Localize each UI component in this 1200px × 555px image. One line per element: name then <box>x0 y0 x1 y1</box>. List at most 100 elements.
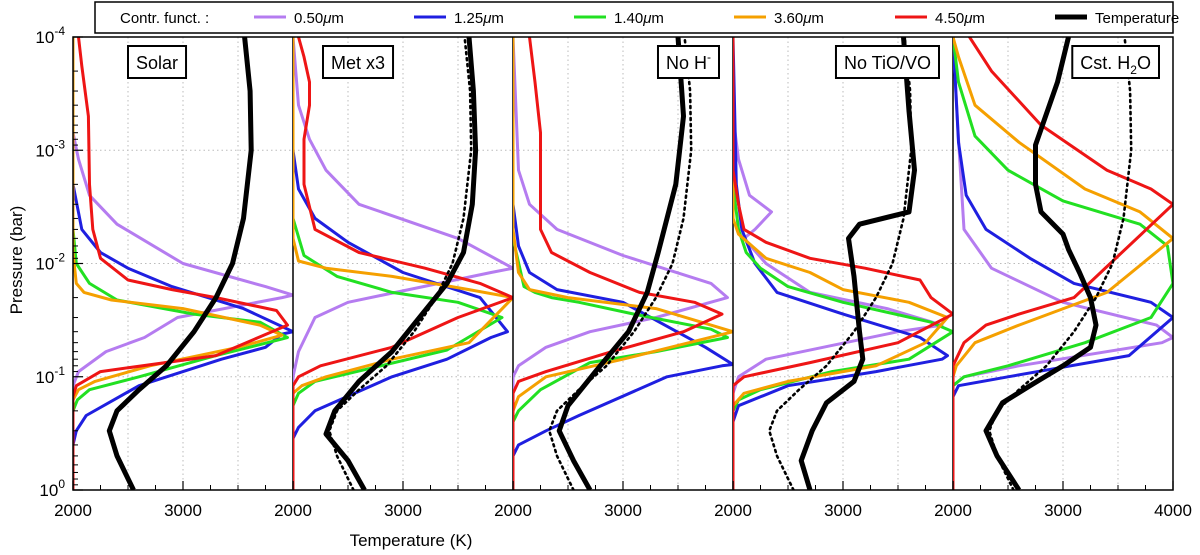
legend-label-value: 1.25 <box>454 10 483 27</box>
panel-curves <box>513 37 733 490</box>
legend-label-mu: μ <box>322 10 331 27</box>
panel-title: Solar <box>127 45 188 79</box>
panel-title: Met x3 <box>322 45 395 79</box>
legend-label-mu: μ <box>963 10 972 27</box>
contribution-curve-c450 <box>73 37 289 490</box>
y-tick-label: 10-3 <box>35 137 65 160</box>
x-tick-label: 2000 <box>714 501 752 520</box>
y-tick-label: 100 <box>39 477 65 500</box>
temperature-curve <box>983 37 1099 490</box>
legend-entry-c050: 0.50μm <box>254 10 344 27</box>
contribution-curve-c050 <box>293 37 513 490</box>
contribution-curve-c450 <box>513 37 724 490</box>
legend-label-unit: m <box>972 10 985 27</box>
legend-entry-c140: 1.40μm <box>574 10 664 27</box>
legend-label-unit: m <box>651 10 664 27</box>
panel-title-main: No TiO/VO <box>844 53 931 73</box>
panel-title-main: No H <box>666 53 707 73</box>
panel-curves <box>293 37 513 490</box>
panel-title-subscript: 2 <box>1130 63 1137 77</box>
legend-entry-temp: Temperature <box>1055 10 1179 27</box>
y-axis-label: Pressure (bar) <box>7 206 26 315</box>
contribution-curve-c050 <box>733 37 944 490</box>
y-tick-exponent: 0 <box>58 477 65 491</box>
gridlines <box>73 37 1173 490</box>
legend-label-value: 4.50 <box>935 10 964 27</box>
legend-label: 3.60μm <box>774 10 824 27</box>
panel-curves <box>73 37 293 490</box>
y-tick-base: 10 <box>35 141 54 160</box>
panel-title-box <box>1071 45 1160 79</box>
legend-label-mu: μ <box>482 10 491 27</box>
legend-entries: 0.50μm 1.25μm 1.40μm 3.60μm 4.50μm Temperatur… <box>254 10 1179 27</box>
legend-label-value: 3.60 <box>774 10 803 27</box>
temperature-curve <box>106 37 254 490</box>
contribution-curve-c360 <box>953 37 1173 490</box>
panel-title-text: No H- <box>666 50 711 73</box>
contribution-curve-c125 <box>513 37 733 490</box>
temperature-curve <box>798 37 917 490</box>
y-tick-base: 10 <box>39 481 58 500</box>
panel-title-suffix: O <box>1137 53 1151 73</box>
panel-title-main: Cst. H <box>1080 53 1130 73</box>
y-tick-label: 10-4 <box>35 24 65 47</box>
x-tick-label: 4000 <box>1154 501 1192 520</box>
x-tick-label: 2000 <box>494 501 532 520</box>
panel-5: Cst. H2O <box>953 37 1173 490</box>
x-tick-label: 2000 <box>934 501 972 520</box>
legend-label-mu: μ <box>642 10 651 27</box>
contribution-curve-c450 <box>293 37 513 490</box>
contribution-curve-c360 <box>73 37 284 490</box>
legend-title: Contr. funct. : <box>120 10 209 27</box>
y-tick-exponent: -1 <box>54 364 65 378</box>
legend-label-value: 1.40 <box>614 10 643 27</box>
x-tick-label: 3000 <box>1044 501 1082 520</box>
contribution-curve-c125 <box>73 37 293 490</box>
panel-title-box <box>656 45 720 79</box>
contribution-curve-c125 <box>293 37 509 490</box>
x-axis-label: Temperature (K) <box>350 531 473 550</box>
y-tick-base: 10 <box>35 28 54 47</box>
panel-title: Cst. H2O <box>1071 45 1160 79</box>
legend: Contr. funct. : 0.50μm 1.25μm 1.40μm 3.60μm… <box>94 1 1179 34</box>
x-tick-label: 2000 <box>274 501 312 520</box>
panel-title-superscript: - <box>707 50 711 64</box>
x-tick-label: 2000 <box>54 501 92 520</box>
x-tick-label: 3000 <box>164 501 202 520</box>
contribution-curve-c050 <box>513 37 729 490</box>
panel-title-box <box>127 45 188 79</box>
panel-title-main: Solar <box>136 53 178 73</box>
legend-label-mu: μ <box>802 10 811 27</box>
y-tick-base: 10 <box>35 368 54 387</box>
panel-title-text: Cst. H2O <box>1080 53 1151 77</box>
contribution-curve-c140 <box>73 37 289 490</box>
y-tick-base: 10 <box>35 255 54 274</box>
contribution-curve-c050 <box>73 37 293 490</box>
contribution-curve-c140 <box>953 37 1173 490</box>
temperature-curve <box>556 37 686 490</box>
contribution-curve-c125 <box>733 37 949 490</box>
panel-title-main: Met x3 <box>331 53 385 73</box>
panel-curves <box>953 37 1173 490</box>
contribution-curve-c450 <box>953 37 1173 490</box>
panel-title-text: Met x3 <box>331 53 385 73</box>
reference-temperature-curve <box>327 37 473 490</box>
contribution-curve-c140 <box>293 37 504 490</box>
legend-label-unit: m <box>331 10 344 27</box>
temperature-curve <box>323 37 479 490</box>
x-tick-label: 3000 <box>824 501 862 520</box>
y-tick-label: 10-1 <box>35 364 65 387</box>
legend-label: 0.50μm <box>294 10 344 27</box>
legend-label-value: 0.50 <box>294 10 323 27</box>
x-tick-label: 3000 <box>384 501 422 520</box>
y-tick-exponent: -3 <box>54 137 65 151</box>
contribution-curve-c360 <box>733 37 949 490</box>
legend-entry-c125: 1.25μm <box>414 10 504 27</box>
contribution-curve-c360 <box>293 37 513 490</box>
y-tick-label: 10-2 <box>35 251 65 274</box>
legend-label: 4.50μm <box>935 10 985 27</box>
legend-label-unit: m <box>811 10 824 27</box>
panel-title-box <box>834 45 940 79</box>
